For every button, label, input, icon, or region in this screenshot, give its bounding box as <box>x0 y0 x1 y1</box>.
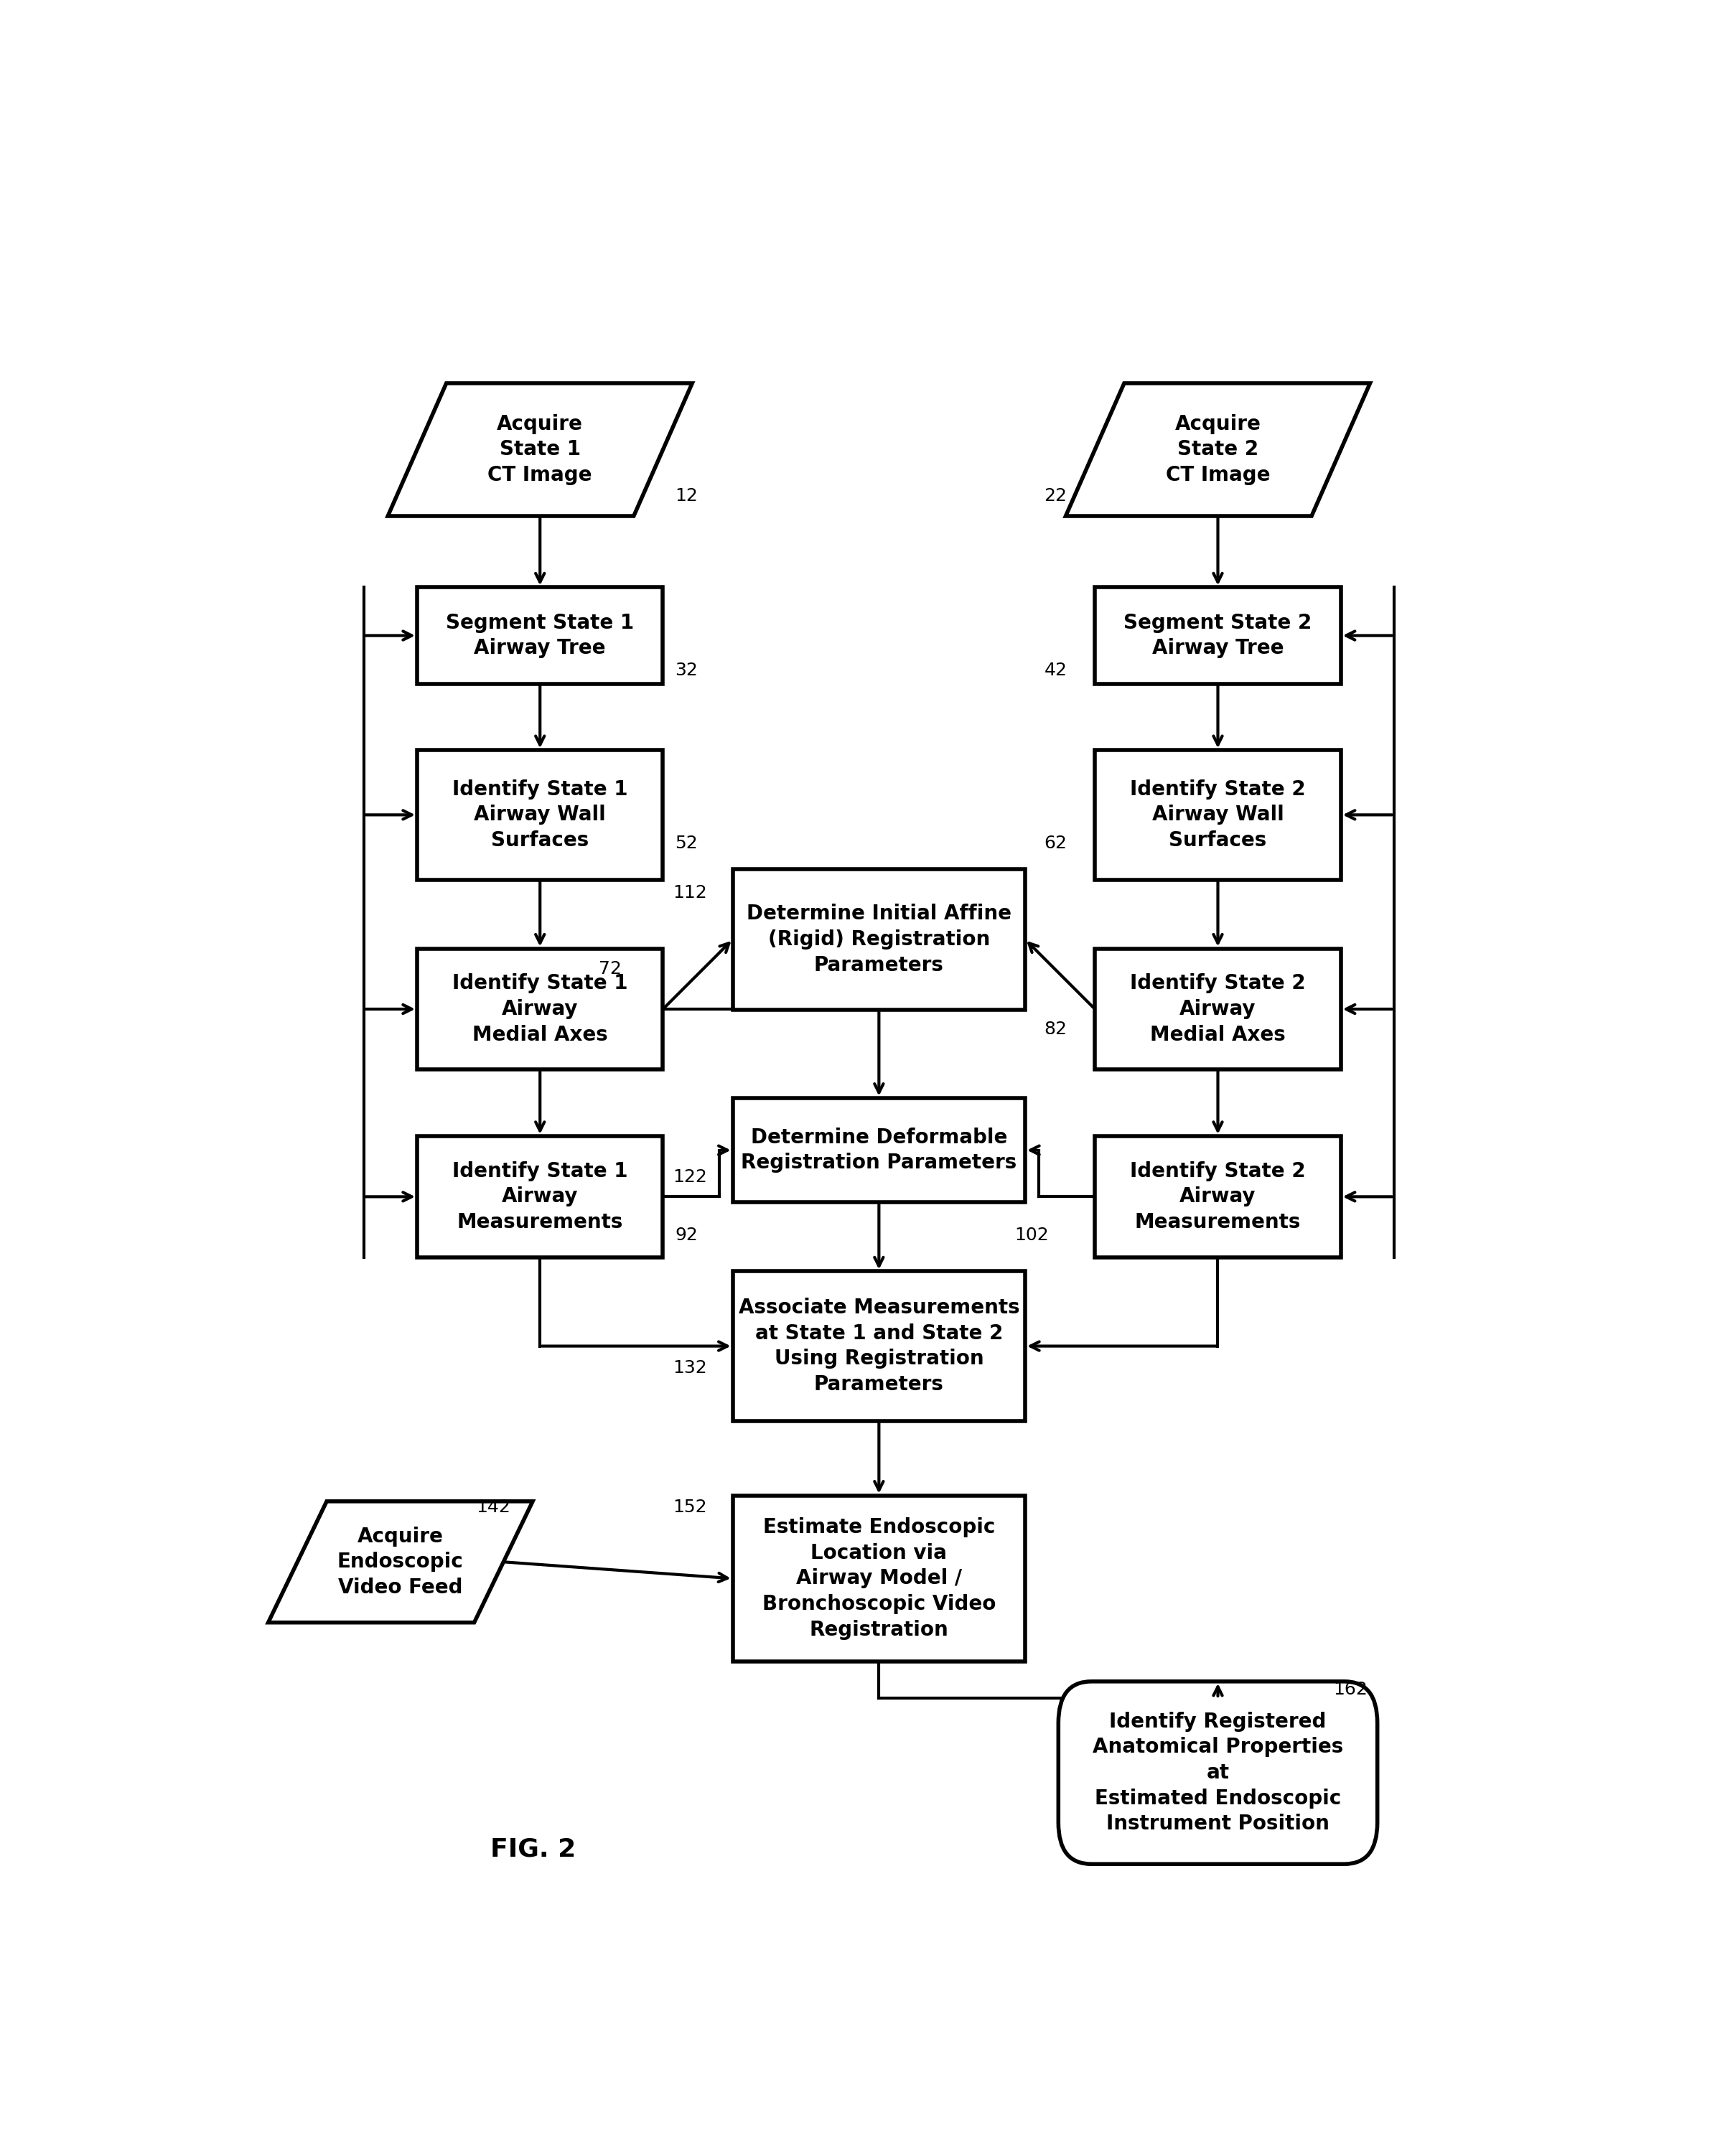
FancyBboxPatch shape <box>732 1272 1026 1421</box>
Text: 22: 22 <box>1044 487 1067 505</box>
FancyBboxPatch shape <box>417 949 664 1069</box>
Text: 12: 12 <box>674 487 698 505</box>
Text: 32: 32 <box>674 662 698 679</box>
FancyBboxPatch shape <box>732 1097 1026 1203</box>
Text: Identify Registered
Anatomical Properties
at
Estimated Endoscopic
Instrument Pos: Identify Registered Anatomical Propertie… <box>1092 1712 1343 1835</box>
Text: Identify State 2
Airway
Medial Axes: Identify State 2 Airway Medial Axes <box>1130 972 1305 1046</box>
Text: FIG. 2: FIG. 2 <box>490 1837 576 1861</box>
FancyBboxPatch shape <box>417 1136 664 1257</box>
FancyBboxPatch shape <box>417 750 664 880</box>
Text: Identify State 1
Airway
Measurements: Identify State 1 Airway Measurements <box>453 1162 628 1233</box>
FancyBboxPatch shape <box>1094 949 1341 1069</box>
Text: Determine Deformable
Registration Parameters: Determine Deformable Registration Parame… <box>741 1128 1017 1173</box>
Text: 82: 82 <box>1044 1020 1067 1037</box>
Text: 162: 162 <box>1334 1682 1369 1699</box>
Text: 52: 52 <box>674 834 698 852</box>
FancyBboxPatch shape <box>732 1496 1026 1662</box>
Text: 92: 92 <box>674 1227 698 1244</box>
Text: 72: 72 <box>599 962 623 979</box>
Text: Acquire
State 1
CT Image: Acquire State 1 CT Image <box>487 414 592 485</box>
Text: Identify State 1
Airway Wall
Surfaces: Identify State 1 Airway Wall Surfaces <box>453 778 628 849</box>
Text: 102: 102 <box>1015 1227 1050 1244</box>
FancyBboxPatch shape <box>732 869 1026 1009</box>
Text: Segment State 2
Airway Tree: Segment State 2 Airway Tree <box>1123 612 1312 658</box>
Polygon shape <box>268 1501 533 1623</box>
FancyBboxPatch shape <box>417 586 664 683</box>
Text: Acquire
State 2
CT Image: Acquire State 2 CT Image <box>1166 414 1271 485</box>
Text: Segment State 1
Airway Tree: Segment State 1 Airway Tree <box>446 612 635 658</box>
FancyBboxPatch shape <box>1094 1136 1341 1257</box>
Text: 62: 62 <box>1044 834 1067 852</box>
Text: 132: 132 <box>672 1358 707 1376</box>
Text: Identify State 1
Airway
Medial Axes: Identify State 1 Airway Medial Axes <box>453 972 628 1046</box>
Text: Determine Initial Affine
(Rigid) Registration
Parameters: Determine Initial Affine (Rigid) Registr… <box>746 903 1012 975</box>
Text: 142: 142 <box>477 1498 511 1516</box>
Polygon shape <box>1065 384 1370 515</box>
Text: Identify State 2
Airway Wall
Surfaces: Identify State 2 Airway Wall Surfaces <box>1130 778 1305 849</box>
FancyBboxPatch shape <box>1058 1682 1377 1865</box>
Text: Identify State 2
Airway
Measurements: Identify State 2 Airway Measurements <box>1130 1162 1305 1233</box>
Text: Estimate Endoscopic
Location via
Airway Model /
Bronchoscopic Video
Registration: Estimate Endoscopic Location via Airway … <box>761 1518 996 1641</box>
Text: 122: 122 <box>672 1169 707 1186</box>
Text: 112: 112 <box>672 884 707 901</box>
Text: 42: 42 <box>1044 662 1067 679</box>
Text: Acquire
Endoscopic
Video Feed: Acquire Endoscopic Video Feed <box>338 1526 463 1598</box>
FancyBboxPatch shape <box>1094 750 1341 880</box>
FancyBboxPatch shape <box>1094 586 1341 683</box>
Text: Associate Measurements
at State 1 and State 2
Using Registration
Parameters: Associate Measurements at State 1 and St… <box>739 1298 1019 1395</box>
Text: 152: 152 <box>672 1498 707 1516</box>
Polygon shape <box>388 384 693 515</box>
